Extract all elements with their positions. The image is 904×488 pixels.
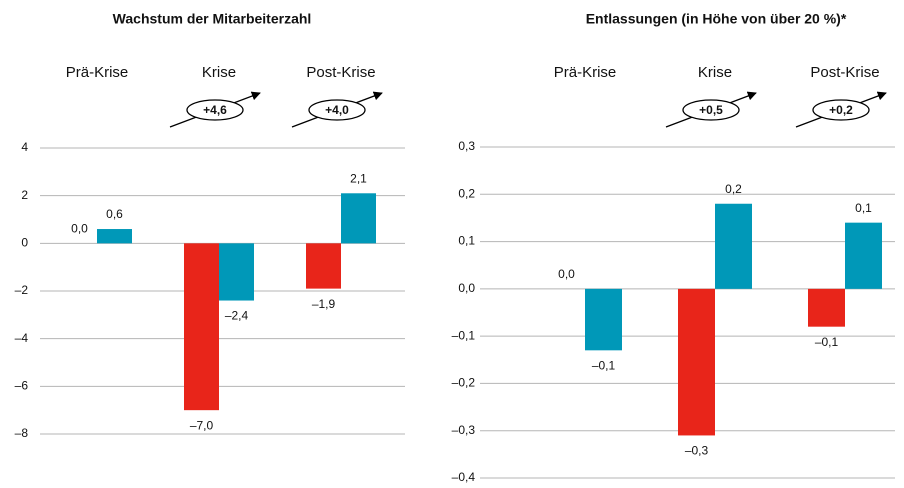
data-label: –7,0 [190, 418, 214, 432]
category-label: Prä-Krise [554, 64, 617, 81]
y-tick-label: –0,3 [452, 423, 476, 437]
data-label: 0,1 [855, 201, 872, 215]
category-label: Krise [202, 64, 236, 81]
data-label: –0,1 [815, 335, 839, 349]
annotation-oval [812, 99, 870, 121]
annotation: +4,6 [203, 103, 227, 117]
y-tick-label: 0,0 [458, 281, 475, 295]
data-label: 0,6 [106, 207, 123, 221]
bar [341, 193, 376, 244]
y-tick-label: –0,4 [452, 470, 476, 484]
y-tick-label: –8 [15, 426, 29, 440]
chart-title: Entlassungen (in Höhe von über 20 %)* [586, 11, 847, 27]
bar [184, 243, 219, 411]
bar [808, 288, 845, 327]
y-tick-label: 0 [21, 236, 28, 250]
bar [678, 288, 715, 436]
y-tick-label: –2 [15, 283, 29, 297]
bar [585, 288, 622, 351]
annotation-oval [682, 99, 740, 121]
bar [715, 203, 752, 289]
y-tick-label: –0,1 [452, 328, 476, 342]
y-tick-label: 0,2 [458, 186, 475, 200]
data-label: 0,0 [71, 222, 88, 236]
y-tick-label: –0,2 [452, 376, 476, 390]
data-label: –0,1 [592, 359, 616, 373]
category-label: Krise [698, 64, 732, 81]
y-tick-label: 0,1 [458, 234, 475, 248]
category-label: Post-Krise [810, 64, 879, 81]
bar [306, 243, 341, 289]
data-label: 0,0 [558, 267, 575, 281]
data-label: –0,3 [685, 444, 709, 458]
annotation-oval [186, 99, 244, 121]
bar [219, 243, 254, 301]
annotation: +4,0 [325, 103, 349, 117]
y-tick-label: –4 [15, 331, 29, 345]
data-label: 0,2 [725, 182, 742, 196]
chart-title: Wachstum der Mitarbeiterzahl [113, 11, 312, 27]
annotation-oval [308, 99, 366, 121]
bar [97, 229, 132, 244]
data-label: –1,9 [312, 297, 336, 311]
y-tick-label: –6 [15, 379, 29, 393]
y-tick-label: 0,3 [458, 139, 475, 153]
category-label: Post-Krise [306, 64, 375, 81]
bar [845, 222, 882, 289]
y-tick-label: 2 [21, 188, 28, 202]
annotation: +0,5 [699, 103, 723, 117]
category-label: Prä-Krise [66, 64, 129, 81]
y-tick-label: 4 [21, 140, 28, 154]
data-label: –2,4 [225, 309, 249, 323]
data-label: 2,1 [350, 171, 367, 185]
annotation: +0,2 [829, 103, 853, 117]
